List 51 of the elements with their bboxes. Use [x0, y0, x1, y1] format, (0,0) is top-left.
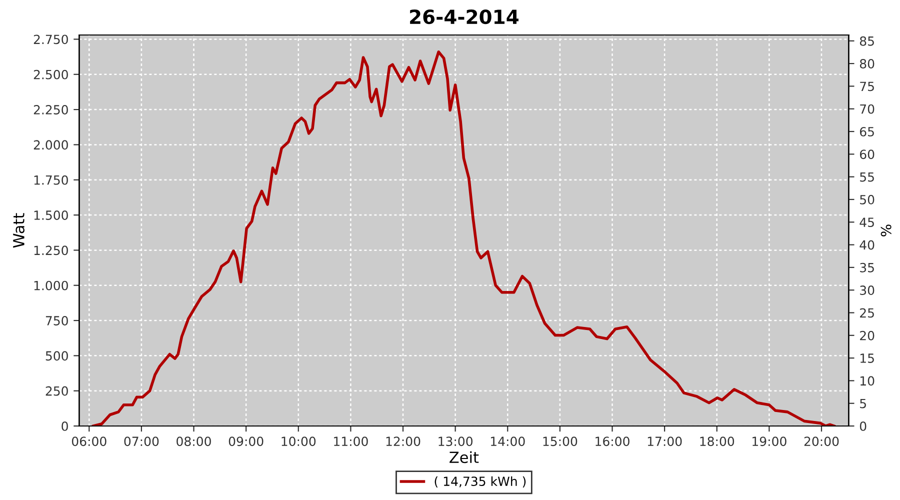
legend-label: ( 14,735 kWh ): [434, 476, 526, 488]
x-tick-label: 17:00: [648, 436, 682, 446]
y2-axis-title: %: [880, 224, 892, 236]
y2-tick-label: 75: [860, 82, 874, 92]
y2-tick-label: 5: [860, 398, 866, 408]
y2-tick-label: 55: [860, 172, 874, 182]
x-tick-label: 19:00: [752, 436, 786, 446]
y-axis-title: Watt: [13, 213, 24, 248]
y-tick-label: 250: [46, 386, 68, 396]
y2-tick-label: 80: [860, 59, 874, 68]
y-tick-label: 0: [62, 421, 68, 431]
x-tick-label: 14:00: [490, 436, 525, 446]
y2-tick-label: 70: [860, 104, 874, 114]
y2-tick-label: 20: [860, 330, 874, 340]
y2-tick-label: 65: [860, 126, 874, 136]
x-tick-label: 11:00: [334, 436, 368, 446]
x-tick-label: 13:00: [438, 436, 472, 446]
y-tick-label: 2.500: [34, 70, 68, 80]
y2-tick-label: 25: [860, 308, 874, 318]
y2-tick-label: 50: [860, 194, 874, 204]
x-tick-label: 15:00: [543, 436, 578, 446]
chart-title: 26-4-2014: [410, 9, 518, 24]
x-tick-label: 08:00: [176, 436, 211, 446]
x-tick-label: 18:00: [700, 436, 734, 446]
y2-tick-label: 0: [860, 421, 866, 431]
y2-tick-label: 30: [860, 286, 874, 296]
x-tick-label: 20:00: [804, 436, 839, 446]
x-tick-label: 09:00: [228, 436, 264, 446]
y-tick-label: 500: [46, 351, 68, 361]
line-series: [92, 50, 836, 426]
y-tick-label: 1.750: [34, 175, 68, 185]
x-tick-label: 10:00: [282, 436, 316, 446]
x-axis-title: Zeit: [450, 451, 479, 464]
y2-tick-label: 15: [860, 354, 874, 363]
y-tick-label: 1.250: [34, 246, 68, 256]
y-tick-label: 1.000: [34, 280, 68, 290]
x-tick-label: 16:00: [596, 436, 630, 446]
y-tick-label: 2.000: [34, 140, 68, 150]
y2-tick-label: 60: [860, 150, 874, 160]
x-tick-label: 12:00: [386, 436, 420, 446]
x-tick-label: 06:00: [72, 436, 106, 446]
y-tick-label: 1.500: [34, 210, 68, 220]
x-tick-label: 07:00: [124, 436, 159, 446]
y-tick-label: 750: [46, 316, 68, 326]
y2-tick-label: 40: [860, 240, 874, 250]
y2-tick-label: 85: [860, 36, 874, 46]
y-tick-label: 2.250: [34, 105, 68, 114]
y2-tick-label: 10: [860, 376, 874, 386]
y-tick-label: 2.750: [34, 34, 68, 44]
y2-tick-label: 45: [860, 218, 874, 228]
y2-tick-label: 35: [860, 262, 874, 272]
